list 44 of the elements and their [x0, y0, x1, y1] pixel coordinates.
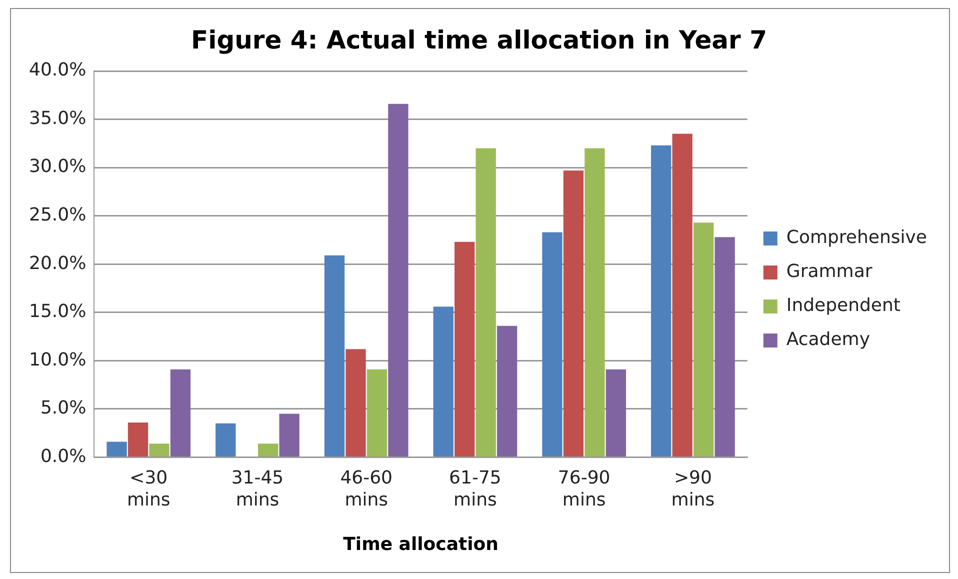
y-tick-label: 5.0% — [40, 398, 86, 419]
bar — [454, 242, 475, 456]
chart-title: Figure 4: Actual time allocation in Year 7 — [191, 26, 767, 54]
bar — [606, 369, 626, 456]
bar — [366, 369, 388, 456]
x-tick-label: 61-75 mins — [449, 468, 502, 510]
legend-label: Academy — [786, 329, 870, 350]
y-tick-label: 35.0% — [28, 108, 86, 129]
bar — [170, 369, 191, 456]
y-tick-label: 40.0% — [28, 60, 86, 81]
bar — [149, 444, 170, 456]
bar — [542, 232, 562, 456]
legend-label: Grammar — [786, 261, 873, 282]
bar — [433, 306, 454, 456]
x-tick-label: 46-60 mins — [340, 468, 393, 510]
y-tick-label: 15.0% — [28, 301, 86, 322]
bar — [128, 422, 148, 456]
bar — [258, 444, 278, 456]
bar — [279, 414, 300, 456]
y-tick-label: 30.0% — [28, 156, 86, 178]
bar — [714, 237, 735, 456]
legend-label: Independent — [786, 295, 900, 316]
bar — [106, 442, 127, 456]
x-tick-label: >90 mins — [671, 468, 715, 510]
bar — [651, 145, 672, 456]
x-axis-title: Time allocation — [343, 534, 498, 555]
bar — [672, 134, 692, 456]
bar — [563, 170, 584, 456]
x-tick-label: <30 mins — [126, 468, 170, 510]
bar — [496, 326, 518, 456]
bar — [388, 104, 408, 456]
y-tick-label: 25.0% — [28, 204, 86, 226]
legend-label: Comprehensive — [786, 227, 928, 248]
x-tick-label: 76-90 mins — [558, 468, 610, 510]
x-tick-label: 31-45 mins — [231, 468, 284, 510]
bar — [476, 148, 496, 456]
y-tick-label: 0.0% — [40, 446, 86, 467]
bar — [693, 222, 714, 456]
bar — [346, 349, 366, 456]
y-tick-label: 20.0% — [28, 252, 86, 274]
bar — [324, 255, 345, 456]
y-tick-label: 10.0% — [28, 349, 86, 370]
bar — [216, 423, 236, 456]
bar — [584, 148, 605, 456]
